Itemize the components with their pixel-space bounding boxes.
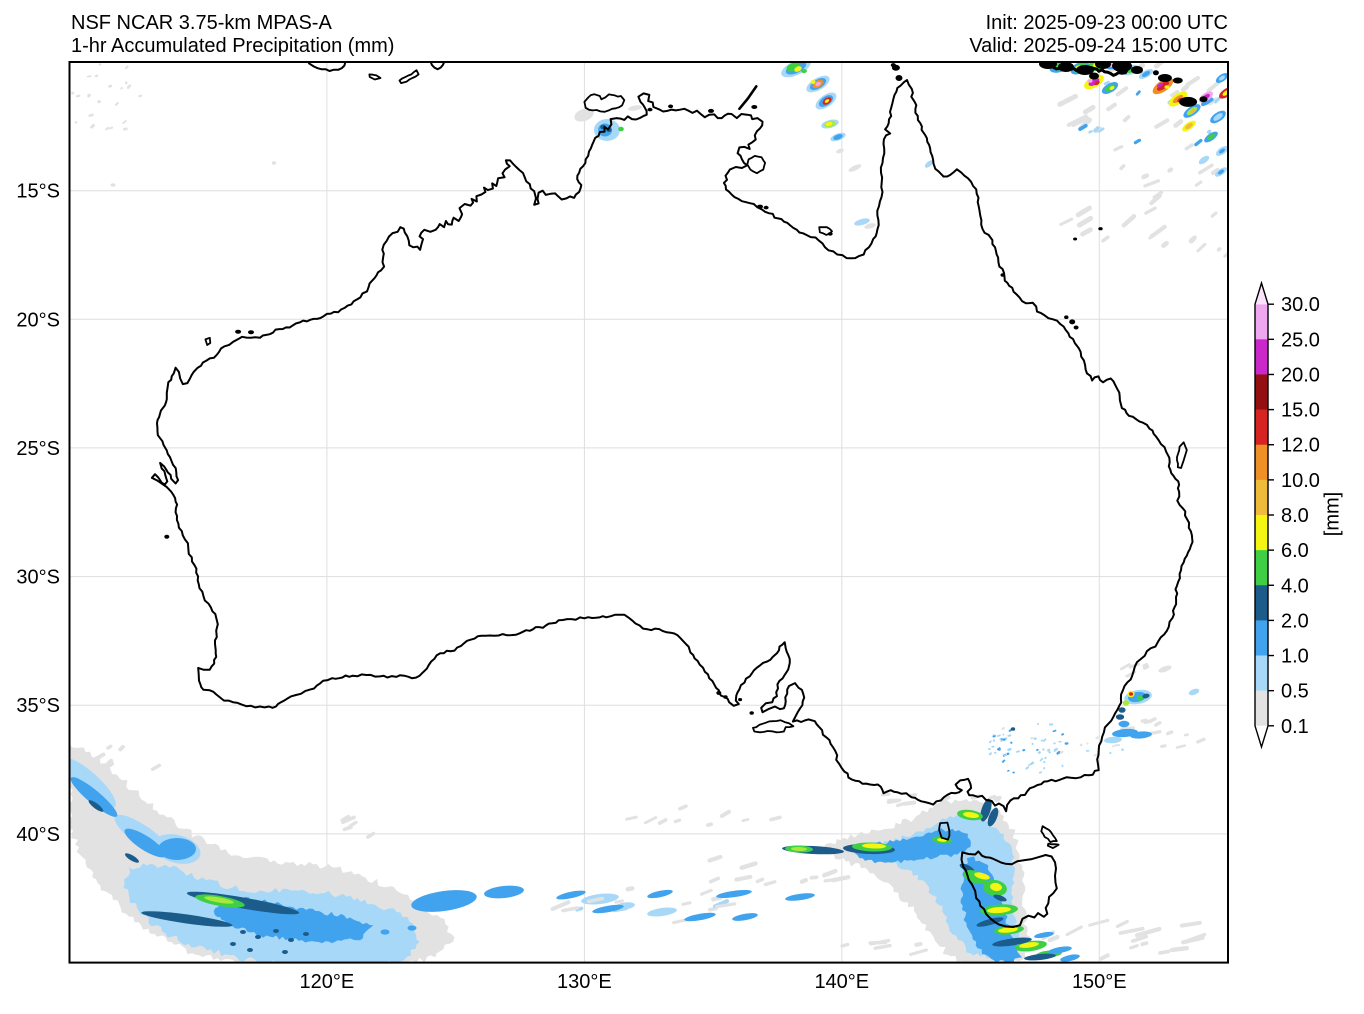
svg-text:2.0: 2.0: [1281, 610, 1309, 632]
svg-text:10.0: 10.0: [1281, 470, 1320, 492]
svg-text:20°S: 20°S: [16, 309, 60, 331]
svg-text:15.0: 15.0: [1281, 400, 1320, 422]
svg-text:0.5: 0.5: [1281, 681, 1309, 703]
svg-text:15°S: 15°S: [16, 181, 60, 203]
svg-text:140°E: 140°E: [814, 971, 869, 993]
svg-text:120°E: 120°E: [300, 971, 355, 993]
svg-text:12.0: 12.0: [1281, 435, 1320, 457]
svg-text:30°S: 30°S: [16, 567, 60, 589]
svg-text:Valid: 2025-09-24 15:00 UTC: Valid: 2025-09-24 15:00 UTC: [969, 35, 1228, 57]
svg-text:25°S: 25°S: [16, 438, 60, 460]
svg-text:150°E: 150°E: [1072, 971, 1127, 993]
svg-text:0.1: 0.1: [1281, 716, 1309, 738]
svg-text:[mm]: [mm]: [1322, 492, 1344, 536]
svg-text:6.0: 6.0: [1281, 540, 1309, 562]
svg-text:1-hr Accumulated Precipitation: 1-hr Accumulated Precipitation (mm): [71, 35, 394, 57]
svg-text:20.0: 20.0: [1281, 365, 1320, 387]
svg-text:4.0: 4.0: [1281, 575, 1309, 597]
svg-text:1.0: 1.0: [1281, 646, 1309, 668]
svg-text:30.0: 30.0: [1281, 294, 1320, 316]
svg-text:8.0: 8.0: [1281, 505, 1309, 527]
svg-text:NSF NCAR 3.75-km MPAS-A: NSF NCAR 3.75-km MPAS-A: [71, 12, 332, 34]
svg-text:Init: 2025-09-23 00:00 UTC: Init: 2025-09-23 00:00 UTC: [986, 12, 1228, 34]
svg-text:25.0: 25.0: [1281, 329, 1320, 351]
svg-text:35°S: 35°S: [16, 695, 60, 717]
svg-text:40°S: 40°S: [16, 824, 60, 846]
svg-text:130°E: 130°E: [557, 971, 612, 993]
